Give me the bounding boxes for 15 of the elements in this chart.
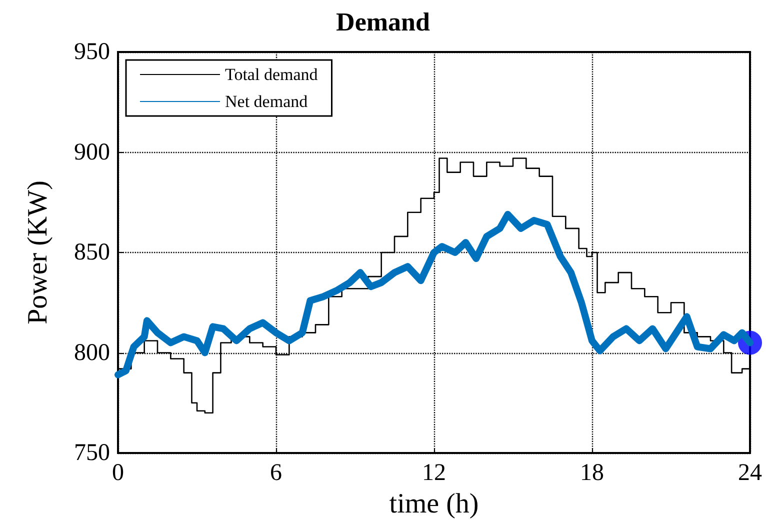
chart-title: Demand xyxy=(336,8,430,36)
x-tick-label: 18 xyxy=(580,460,604,486)
y-tick-label: 800 xyxy=(74,340,110,366)
legend-label: Total demand xyxy=(225,65,318,84)
y-tick-label: 950 xyxy=(74,39,110,65)
x-tick-label: 0 xyxy=(112,460,124,486)
x-tick-label: 24 xyxy=(738,460,762,486)
x-tick-label: 6 xyxy=(270,460,282,486)
y-tick-label: 900 xyxy=(74,139,110,166)
legend-label: Net demand xyxy=(225,92,308,111)
y-axis-title: Power (KW) xyxy=(22,180,54,324)
y-tick-label: 850 xyxy=(74,240,110,266)
x-axis-title: time (h) xyxy=(389,488,479,520)
x-tick-label: 12 xyxy=(422,460,446,486)
y-tick-label: 750 xyxy=(74,440,110,466)
